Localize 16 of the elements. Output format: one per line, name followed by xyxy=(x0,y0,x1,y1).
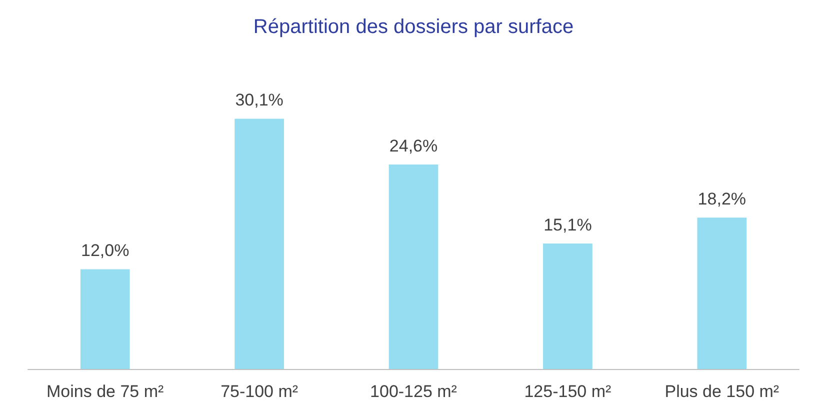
x-tick-label: 100-125 m² xyxy=(370,382,458,401)
x-tick-label: 75-100 m² xyxy=(220,382,298,401)
bar xyxy=(697,218,747,369)
bar xyxy=(543,243,592,369)
data-label: 18,2% xyxy=(698,190,746,209)
x-tick-label: Moins de 75 m² xyxy=(46,382,164,401)
chart-title: Répartition des dossiers par surface xyxy=(253,16,574,38)
data-label: 30,1% xyxy=(235,90,284,110)
x-tick-label: Plus de 150 m² xyxy=(664,382,780,401)
x-tick-label: 125-150 m² xyxy=(524,382,612,401)
bar xyxy=(80,269,130,369)
bar xyxy=(388,164,438,369)
data-label: 15,1% xyxy=(544,215,592,234)
data-label: 24,6% xyxy=(389,136,438,156)
data-label: 12,0% xyxy=(81,241,130,260)
bar xyxy=(234,118,284,369)
